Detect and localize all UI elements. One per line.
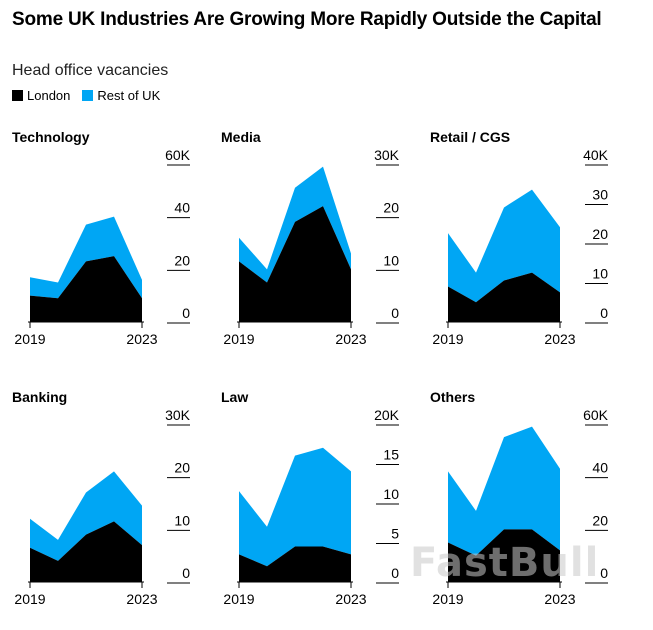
chart-subtitle: Head office vacancies [12,62,169,79]
y-tick-label: 0 [182,305,190,321]
y-tick-label: 0 [391,305,399,321]
panel-title: Others [430,389,475,405]
y-tick-label: 10 [383,486,399,502]
area-london [30,256,142,322]
x-tick-label: 2019 [14,591,45,607]
y-tick-label: 10 [383,252,399,268]
panel-title: Banking [12,389,67,405]
x-tick-label: 2019 [223,591,254,607]
panel-retail-cgs: Retail / CGS 40K 30 20 10 0 2019 2023 [430,129,609,347]
panel-title: Media [221,129,261,145]
panel-law: Law 20K 15 10 5 0 2019 2023 [221,389,400,607]
y-tick-label: 30K [165,407,191,423]
y-tick-label: 20 [592,512,608,528]
x-tick-label: 2019 [14,331,45,347]
y-tick-label: 15 [383,447,399,463]
x-tick-label: 2023 [126,591,157,607]
x-tick-label: 2019 [432,331,463,347]
y-tick-label: 20 [383,200,399,216]
legend-item-rest-of-uk: Rest of UK [82,88,160,103]
y-tick-label: 30K [374,147,400,163]
x-tick-label: 2023 [544,591,575,607]
area-rest-of-uk [448,189,560,303]
y-tick-label: 10 [592,266,608,282]
legend-swatch-london [12,90,23,101]
y-tick-label: 40 [174,200,190,216]
area-london [448,529,560,582]
y-tick-label: 40 [592,460,608,476]
legend-swatch-rest-of-uk [82,90,94,101]
panel-title: Technology [12,129,90,145]
panel-technology: Technology 60K 40 20 0 2019 2023 [12,129,191,347]
area-rest-of-uk [30,471,142,561]
panel-title: Retail / CGS [430,129,510,145]
area-rest-of-uk [448,426,560,556]
x-tick-label: 2019 [432,591,463,607]
y-tick-label: 10 [174,512,190,528]
y-tick-label: 30 [592,187,608,203]
y-tick-label: 0 [391,565,399,581]
x-tick-label: 2023 [544,331,575,347]
area-london [448,272,560,322]
y-tick-label: 40K [583,147,609,163]
panel-title: Law [221,389,248,405]
y-tick-label: 60K [583,407,609,423]
y-tick-label: 0 [182,565,190,581]
y-tick-label: 60K [165,147,191,163]
chart-title: Some UK Industries Are Growing More Rapi… [12,9,602,30]
legend: London Rest of UK [12,88,160,103]
y-tick-label: 0 [600,565,608,581]
y-tick-label: 20 [592,226,608,242]
area-rest-of-uk [239,447,351,567]
area-rest-of-uk [30,216,142,299]
legend-label-london: London [27,88,71,103]
x-tick-label: 2023 [335,591,366,607]
y-tick-label: 20K [374,407,400,423]
x-tick-label: 2023 [335,331,366,347]
y-tick-label: 0 [600,305,608,321]
y-tick-label: 20 [174,460,190,476]
panel-banking: Banking 30K 20 10 0 2019 2023 [12,389,191,607]
y-tick-label: 5 [391,526,399,542]
area-rest-of-uk [239,166,351,283]
panel-media: Media 30K 20 10 0 2019 2023 [221,129,400,347]
x-tick-label: 2019 [223,331,254,347]
area-london [239,546,351,582]
panel-others: Others 60K 40 20 0 2019 2023 [430,389,609,607]
area-london [30,521,142,582]
y-tick-label: 20 [174,252,190,268]
x-tick-label: 2023 [126,331,157,347]
legend-label-rest-of-uk: Rest of UK [97,88,161,103]
watermark: FastBull [410,540,600,586]
legend-item-london: London [12,88,70,103]
area-london [239,206,351,322]
